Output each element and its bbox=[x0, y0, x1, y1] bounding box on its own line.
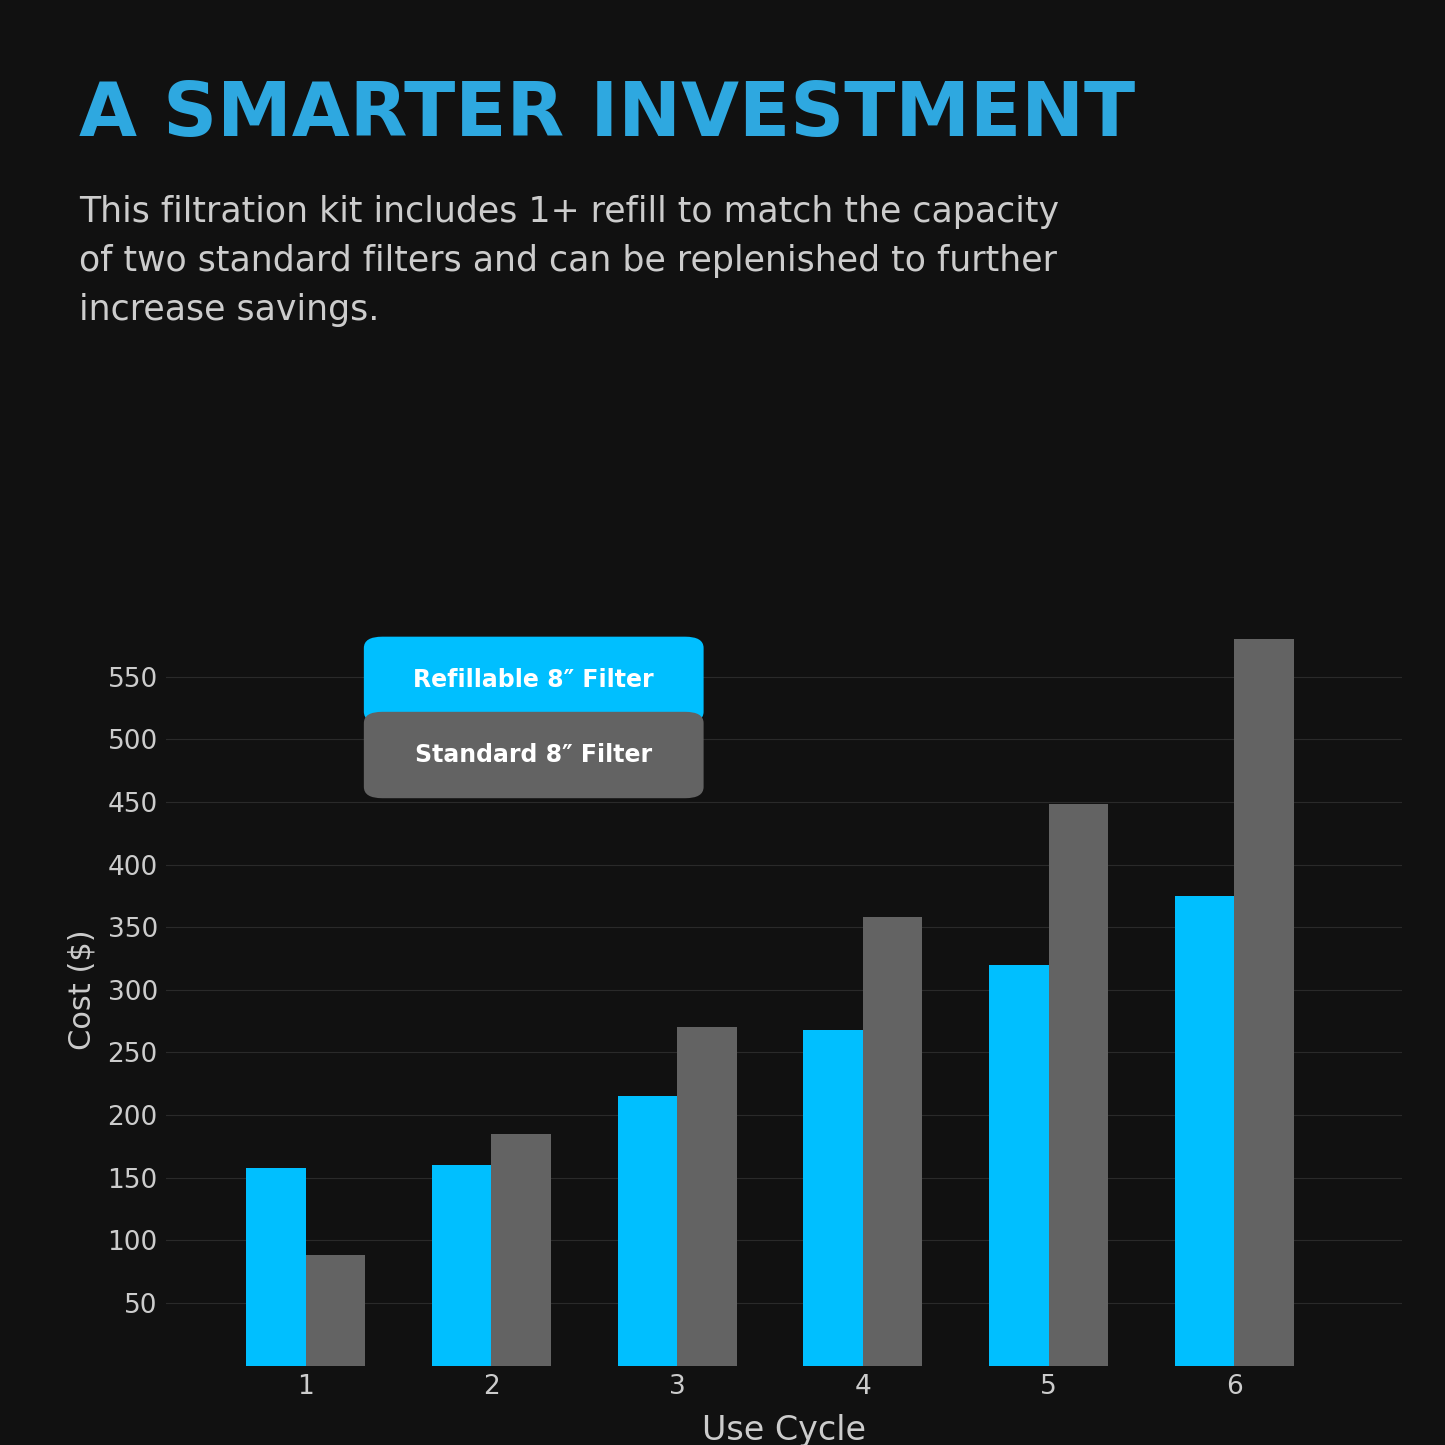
Bar bbox=[1049, 805, 1108, 1366]
Text: Standard 8″ Filter: Standard 8″ Filter bbox=[415, 743, 652, 767]
FancyBboxPatch shape bbox=[364, 637, 704, 722]
Text: Refillable 8″ Filter: Refillable 8″ Filter bbox=[413, 668, 655, 692]
Bar bbox=[678, 1027, 737, 1366]
Bar bbox=[491, 1134, 551, 1366]
Bar bbox=[863, 918, 922, 1366]
Bar bbox=[803, 1030, 863, 1366]
Bar bbox=[1234, 639, 1293, 1366]
Y-axis label: Cost ($): Cost ($) bbox=[68, 929, 97, 1051]
Bar bbox=[617, 1097, 678, 1366]
Bar bbox=[305, 1256, 366, 1366]
Bar bbox=[432, 1165, 491, 1366]
Bar bbox=[246, 1168, 305, 1366]
Bar bbox=[990, 965, 1049, 1366]
Text: This filtration kit includes 1+ refill to match the capacity
of two standard fil: This filtration kit includes 1+ refill t… bbox=[79, 195, 1059, 327]
Bar bbox=[1175, 896, 1234, 1366]
Text: A SMARTER INVESTMENT: A SMARTER INVESTMENT bbox=[79, 79, 1136, 153]
FancyBboxPatch shape bbox=[364, 712, 704, 798]
X-axis label: Use Cycle: Use Cycle bbox=[702, 1413, 866, 1445]
